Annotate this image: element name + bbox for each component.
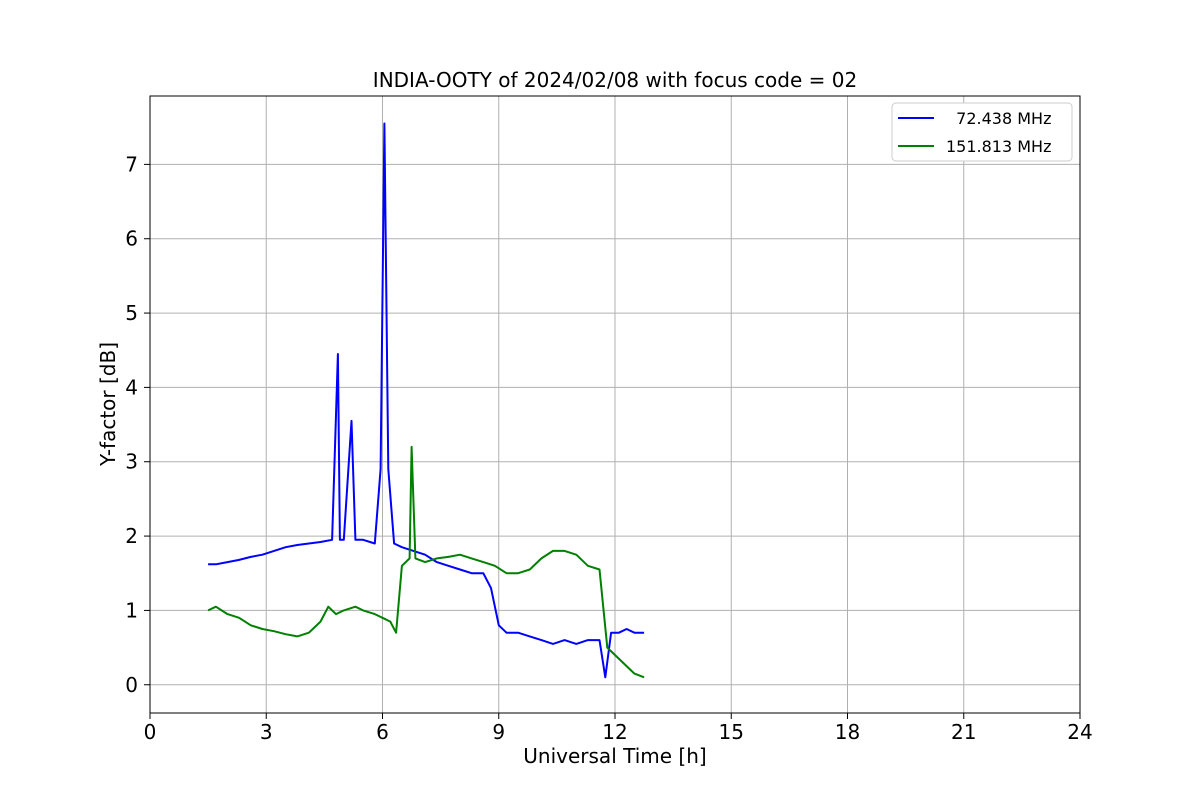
x-tick-label: 15 — [719, 720, 744, 744]
y-tick-label: 3 — [125, 450, 138, 474]
y-tick-label: 0 — [125, 673, 138, 697]
x-tick-label: 3 — [260, 720, 273, 744]
y-tick-label: 4 — [125, 375, 138, 399]
x-tick-label: 9 — [492, 720, 505, 744]
y-tick-label: 2 — [125, 524, 138, 548]
series-line-2 — [207, 445, 645, 679]
x-tick-label: 6 — [376, 720, 389, 744]
y-axis-label: Y-factor [dB] — [96, 342, 120, 467]
x-tick-label: 0 — [144, 720, 157, 744]
chart-title: INDIA-OOTY of 2024/02/08 with focus code… — [373, 68, 857, 92]
x-tick-label: 12 — [602, 720, 627, 744]
y-tick-label: 5 — [125, 301, 138, 325]
x-tick-label: 21 — [951, 720, 976, 744]
x-axis-label: Universal Time [h] — [523, 744, 706, 768]
y-tick-label: 6 — [125, 227, 138, 251]
series-lines — [207, 122, 645, 679]
x-tick-label: 18 — [835, 720, 860, 744]
legend-label-series-1: 72.438 MHz — [946, 109, 1051, 128]
legend-label-series-2: 151.813 MHz — [946, 137, 1051, 156]
y-tick-label: 1 — [125, 598, 138, 622]
legend: 72.438 MHz 151.813 MHz — [891, 102, 1073, 162]
legend-box — [891, 102, 1073, 162]
series-line-1 — [208, 122, 645, 679]
y-tick-label: 7 — [125, 152, 138, 176]
x-tick-label: 24 — [1067, 720, 1092, 744]
